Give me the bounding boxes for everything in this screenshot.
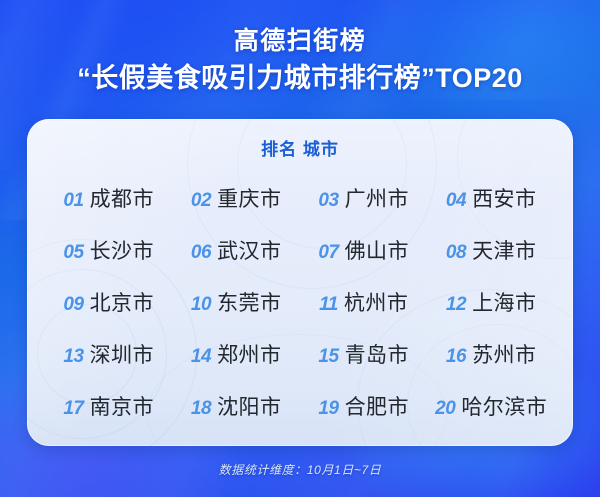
rank-city-name: 合肥市 (344, 396, 410, 419)
watermark-swirl (37, 304, 137, 404)
rank-city-name: 广州市 (344, 188, 410, 211)
ranking-card: 排名 城市 01 成都市 02 重庆市 03 广州市 04 西安市 05 长沙市 06 武汉… (27, 119, 573, 446)
rank-number: 06 (190, 242, 212, 263)
ranking-item: 13 深圳市 (45, 339, 173, 369)
rank-city-name: 南京市 (89, 396, 155, 419)
ranking-item: 16 苏州市 (428, 339, 556, 369)
ranking-column-header: 排名 城市 (261, 140, 339, 159)
rank-city-name: 天津市 (472, 240, 537, 263)
ranking-item: 15 青岛市 (300, 339, 428, 369)
ranking-item: 20 哈尔滨市 (428, 391, 556, 421)
rank-number: 16 (445, 346, 467, 367)
rank-city-name: 上海市 (472, 292, 537, 315)
rank-number: 15 (318, 346, 339, 367)
ranking-item: 18 沈阳市 (173, 391, 301, 421)
ranking-item: 11 杭州市 (300, 287, 428, 317)
rank-number: 12 (445, 294, 467, 315)
background-glow-top (360, 0, 600, 140)
rank-number: 10 (190, 294, 212, 315)
title-secondary: “长假美食吸引力城市排行榜”TOP20 (77, 63, 523, 93)
rank-city-name: 杭州市 (343, 292, 409, 315)
rank-number: 08 (445, 242, 467, 263)
rank-city-name: 长沙市 (89, 240, 155, 263)
ranking-item: 12 上海市 (428, 287, 556, 317)
rank-number: 13 (63, 346, 84, 367)
ranking-grid: 01 成都市 02 重庆市 03 广州市 04 西安市 05 长沙市 06 武汉市 07 佛山… (27, 172, 573, 432)
rank-number: 09 (63, 294, 84, 315)
rank-number: 14 (190, 346, 212, 367)
ranking-item: 08 天津市 (428, 235, 556, 265)
ranking-item: 19 合肥市 (300, 391, 428, 421)
ranking-item: 07 佛山市 (300, 235, 428, 265)
rank-number: 11 (319, 294, 338, 315)
ranking-item: 05 长沙市 (45, 235, 173, 265)
ranking-item: 03 广州市 (300, 183, 428, 213)
rank-number: 01 (63, 190, 84, 211)
rank-number: 20 (435, 398, 456, 419)
rank-number: 03 (318, 190, 339, 211)
rank-city-name: 东莞市 (217, 292, 282, 315)
rank-city-name: 哈尔滨市 (461, 396, 548, 419)
rank-city-name: 成都市 (89, 188, 155, 211)
ranking-item: 01 成都市 (45, 183, 173, 213)
rank-number: 05 (63, 242, 84, 263)
rank-city-name: 西安市 (472, 188, 537, 211)
rank-city-name: 佛山市 (344, 240, 410, 263)
ranking-item: 02 重庆市 (173, 183, 301, 213)
rank-number: 18 (190, 398, 212, 419)
rank-number: 07 (318, 242, 339, 263)
rank-city-name: 郑州市 (217, 344, 282, 367)
rank-city-name: 重庆市 (217, 188, 282, 211)
ranking-item: 17 南京市 (45, 391, 173, 421)
ranking-item: 10 东莞市 (173, 287, 301, 317)
rank-city-name: 武汉市 (217, 240, 282, 263)
title-primary: 高德扫街榜 (233, 27, 367, 55)
card-watermark (27, 119, 573, 446)
rank-number: 02 (190, 190, 212, 211)
poster-title: 高德扫街榜 “长假美食吸引力城市排行榜”TOP20 (0, 26, 600, 96)
card-sheen (27, 119, 573, 446)
rank-number: 17 (63, 398, 84, 419)
ranking-item: 14 郑州市 (173, 339, 301, 369)
footer-note: 数据统计维度：10月1日~7日 (218, 463, 382, 477)
rank-city-name: 青岛市 (344, 344, 410, 367)
ranking-item: 09 北京市 (45, 287, 173, 317)
ranking-item: 06 武汉市 (173, 235, 301, 265)
rank-number: 19 (318, 398, 339, 419)
rank-city-name: 深圳市 (89, 344, 155, 367)
rank-city-name: 沈阳市 (217, 396, 282, 419)
rank-city-name: 北京市 (89, 292, 155, 315)
ranking-item: 04 西安市 (428, 183, 556, 213)
rank-city-name: 苏州市 (472, 344, 537, 367)
rank-number: 04 (445, 190, 467, 211)
